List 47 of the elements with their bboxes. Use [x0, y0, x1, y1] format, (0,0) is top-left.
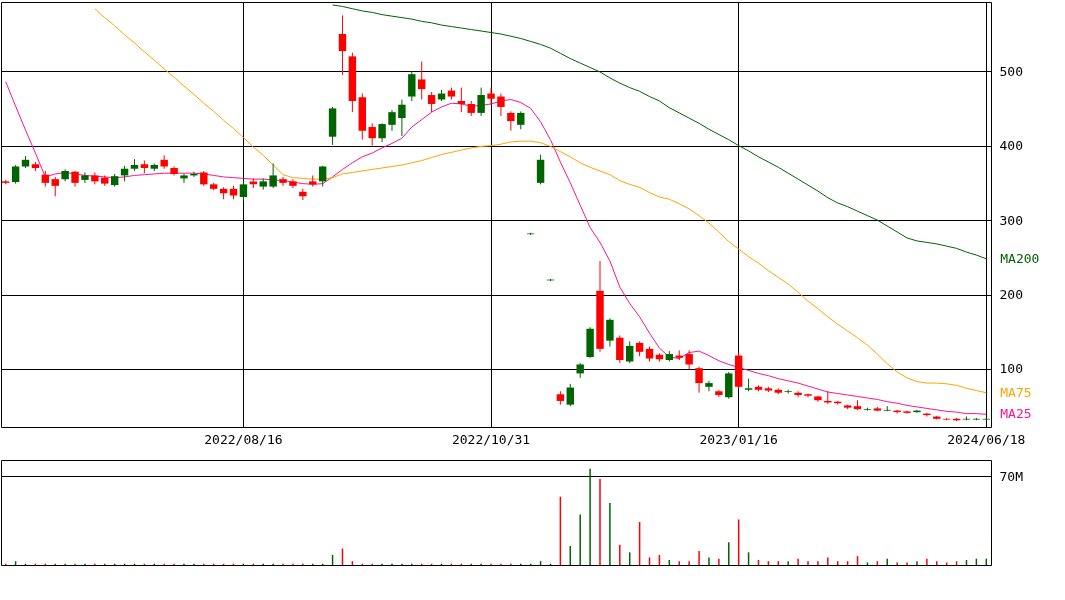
- y-tick-label: 70M: [999, 468, 1024, 484]
- candlestick: [11, 164, 20, 185]
- candlestick: [269, 163, 277, 189]
- candlestick: [338, 14, 347, 76]
- candlestick: [378, 122, 386, 143]
- candlestick: [536, 154, 545, 185]
- candlestick: [408, 70, 416, 102]
- y-tick-label: 200: [999, 287, 1023, 303]
- candlestick: [606, 317, 614, 348]
- x-tick-label: 2022/10/31: [451, 431, 531, 447]
- candlestick: [507, 110, 515, 132]
- series-label: MA200: [1000, 250, 1040, 266]
- line-series: [332, 4, 987, 260]
- y-tick-label: 400: [999, 138, 1023, 154]
- x-tick-label: 2022/08/16: [204, 431, 283, 447]
- candlestick: [794, 390, 802, 398]
- candlestick: [487, 87, 495, 106]
- y-tick-label: 100: [999, 361, 1023, 377]
- line-series: [94, 8, 987, 394]
- candlestick: [239, 180, 248, 202]
- x-tick-label: 2024/06/18: [947, 431, 1026, 447]
- x-tick-label: 2023/01/16: [699, 431, 778, 447]
- candlestick: [616, 334, 624, 364]
- candlestick: [497, 93, 505, 117]
- series-label: MA25: [1000, 406, 1032, 422]
- candlestick: [368, 122, 376, 147]
- y-tick-label: 500: [999, 63, 1023, 79]
- candlestick: [685, 349, 693, 370]
- candlestick: [279, 176, 287, 187]
- candlestick: [705, 380, 713, 392]
- candlestick: [398, 99, 406, 137]
- candlestick: [457, 87, 466, 113]
- y-tick-label: 300: [999, 212, 1023, 228]
- candlestick: [299, 188, 307, 201]
- candlestick: [477, 87, 485, 117]
- candlestick: [51, 176, 59, 197]
- candlestick: [180, 173, 188, 184]
- series-label: MA75: [1000, 384, 1032, 400]
- candlestick: [566, 383, 574, 407]
- candlestick: [81, 171, 89, 184]
- line-series: [5, 81, 987, 415]
- candlestick: [418, 61, 426, 100]
- candlestick: [695, 366, 703, 394]
- candlestick: [427, 91, 436, 113]
- candlestick: [388, 109, 396, 132]
- candlestick: [725, 371, 733, 400]
- candlestick: [626, 340, 634, 364]
